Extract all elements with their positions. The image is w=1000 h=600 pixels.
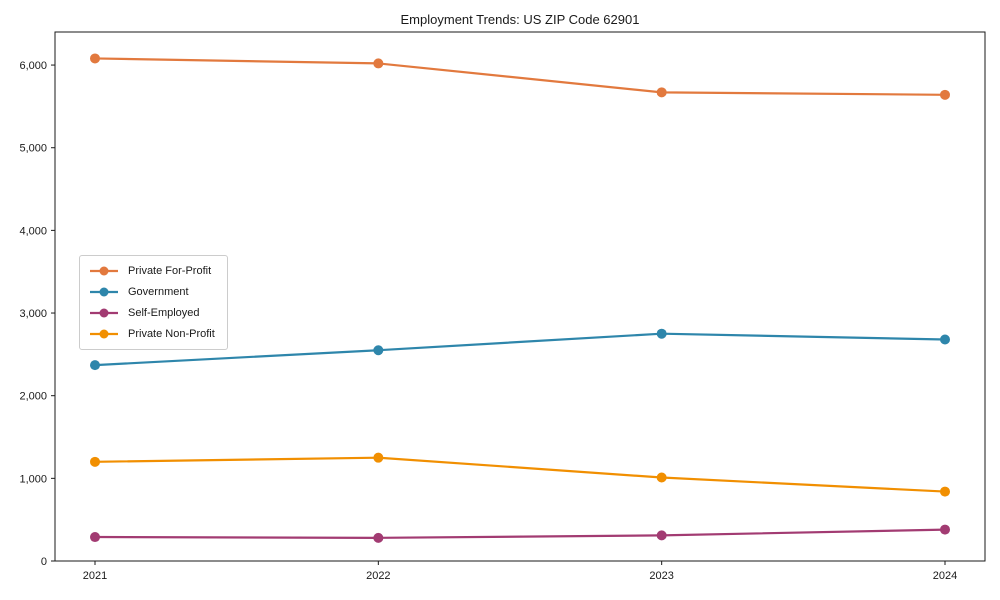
line-series-3 — [93, 456, 947, 493]
chart-title: Employment Trends: US ZIP Code 62901 — [400, 12, 640, 27]
data-point — [656, 530, 667, 541]
axes-spines — [54, 31, 986, 562]
y-tick-label: 4,000 — [19, 225, 47, 237]
legend-dot — [99, 287, 109, 297]
legend-dot — [99, 329, 109, 339]
legend-label: Self-Employed — [128, 307, 200, 319]
data-point — [940, 486, 950, 497]
y-tick-label: 5,000 — [19, 143, 47, 155]
data-point — [373, 345, 384, 356]
x-tick-label: 2024 — [933, 570, 957, 582]
legend-dot — [99, 266, 109, 276]
x-tick-label: 2021 — [83, 570, 107, 582]
legend-label: Government — [128, 286, 189, 298]
line-series-0 — [93, 57, 947, 96]
legend: Private For-Profit Government Self-Employe… — [79, 255, 228, 350]
legend-marker-icon — [90, 287, 118, 297]
line-series-2 — [93, 528, 947, 539]
data-point — [90, 360, 100, 371]
data-point — [373, 532, 384, 543]
data-point — [940, 89, 950, 100]
legend-item: Private For-Profit — [89, 263, 215, 279]
data-point — [90, 53, 100, 64]
legend-label: Private Non-Profit — [128, 328, 215, 340]
x-tick-label: 2023 — [649, 570, 673, 582]
legend-item: Self-Employed — [89, 305, 215, 321]
data-point — [656, 87, 667, 98]
legend-label: Private For-Profit — [128, 265, 212, 277]
legend-dot — [99, 308, 109, 318]
legend-item: Government — [89, 284, 215, 300]
x-tick-label: 2022 — [366, 570, 390, 582]
legend-marker-icon — [90, 308, 118, 318]
data-point — [940, 524, 950, 535]
data-point — [373, 58, 384, 69]
line-series-1 — [93, 332, 947, 367]
legend-item: Private Non-Profit — [89, 326, 215, 342]
data-point — [940, 334, 950, 345]
data-point — [656, 472, 667, 483]
data-point — [373, 452, 384, 463]
data-point — [90, 456, 100, 467]
legend-marker-icon — [90, 329, 118, 339]
data-point — [90, 532, 100, 543]
data-point — [656, 328, 667, 339]
y-tick-label: 1,000 — [19, 473, 47, 485]
y-tick-label: 6,000 — [19, 60, 47, 72]
y-tick-label: 0 — [41, 556, 47, 568]
y-tick-label: 3,000 — [19, 308, 47, 320]
y-tick-label: 2,000 — [19, 391, 47, 403]
legend-marker-icon — [90, 266, 118, 276]
